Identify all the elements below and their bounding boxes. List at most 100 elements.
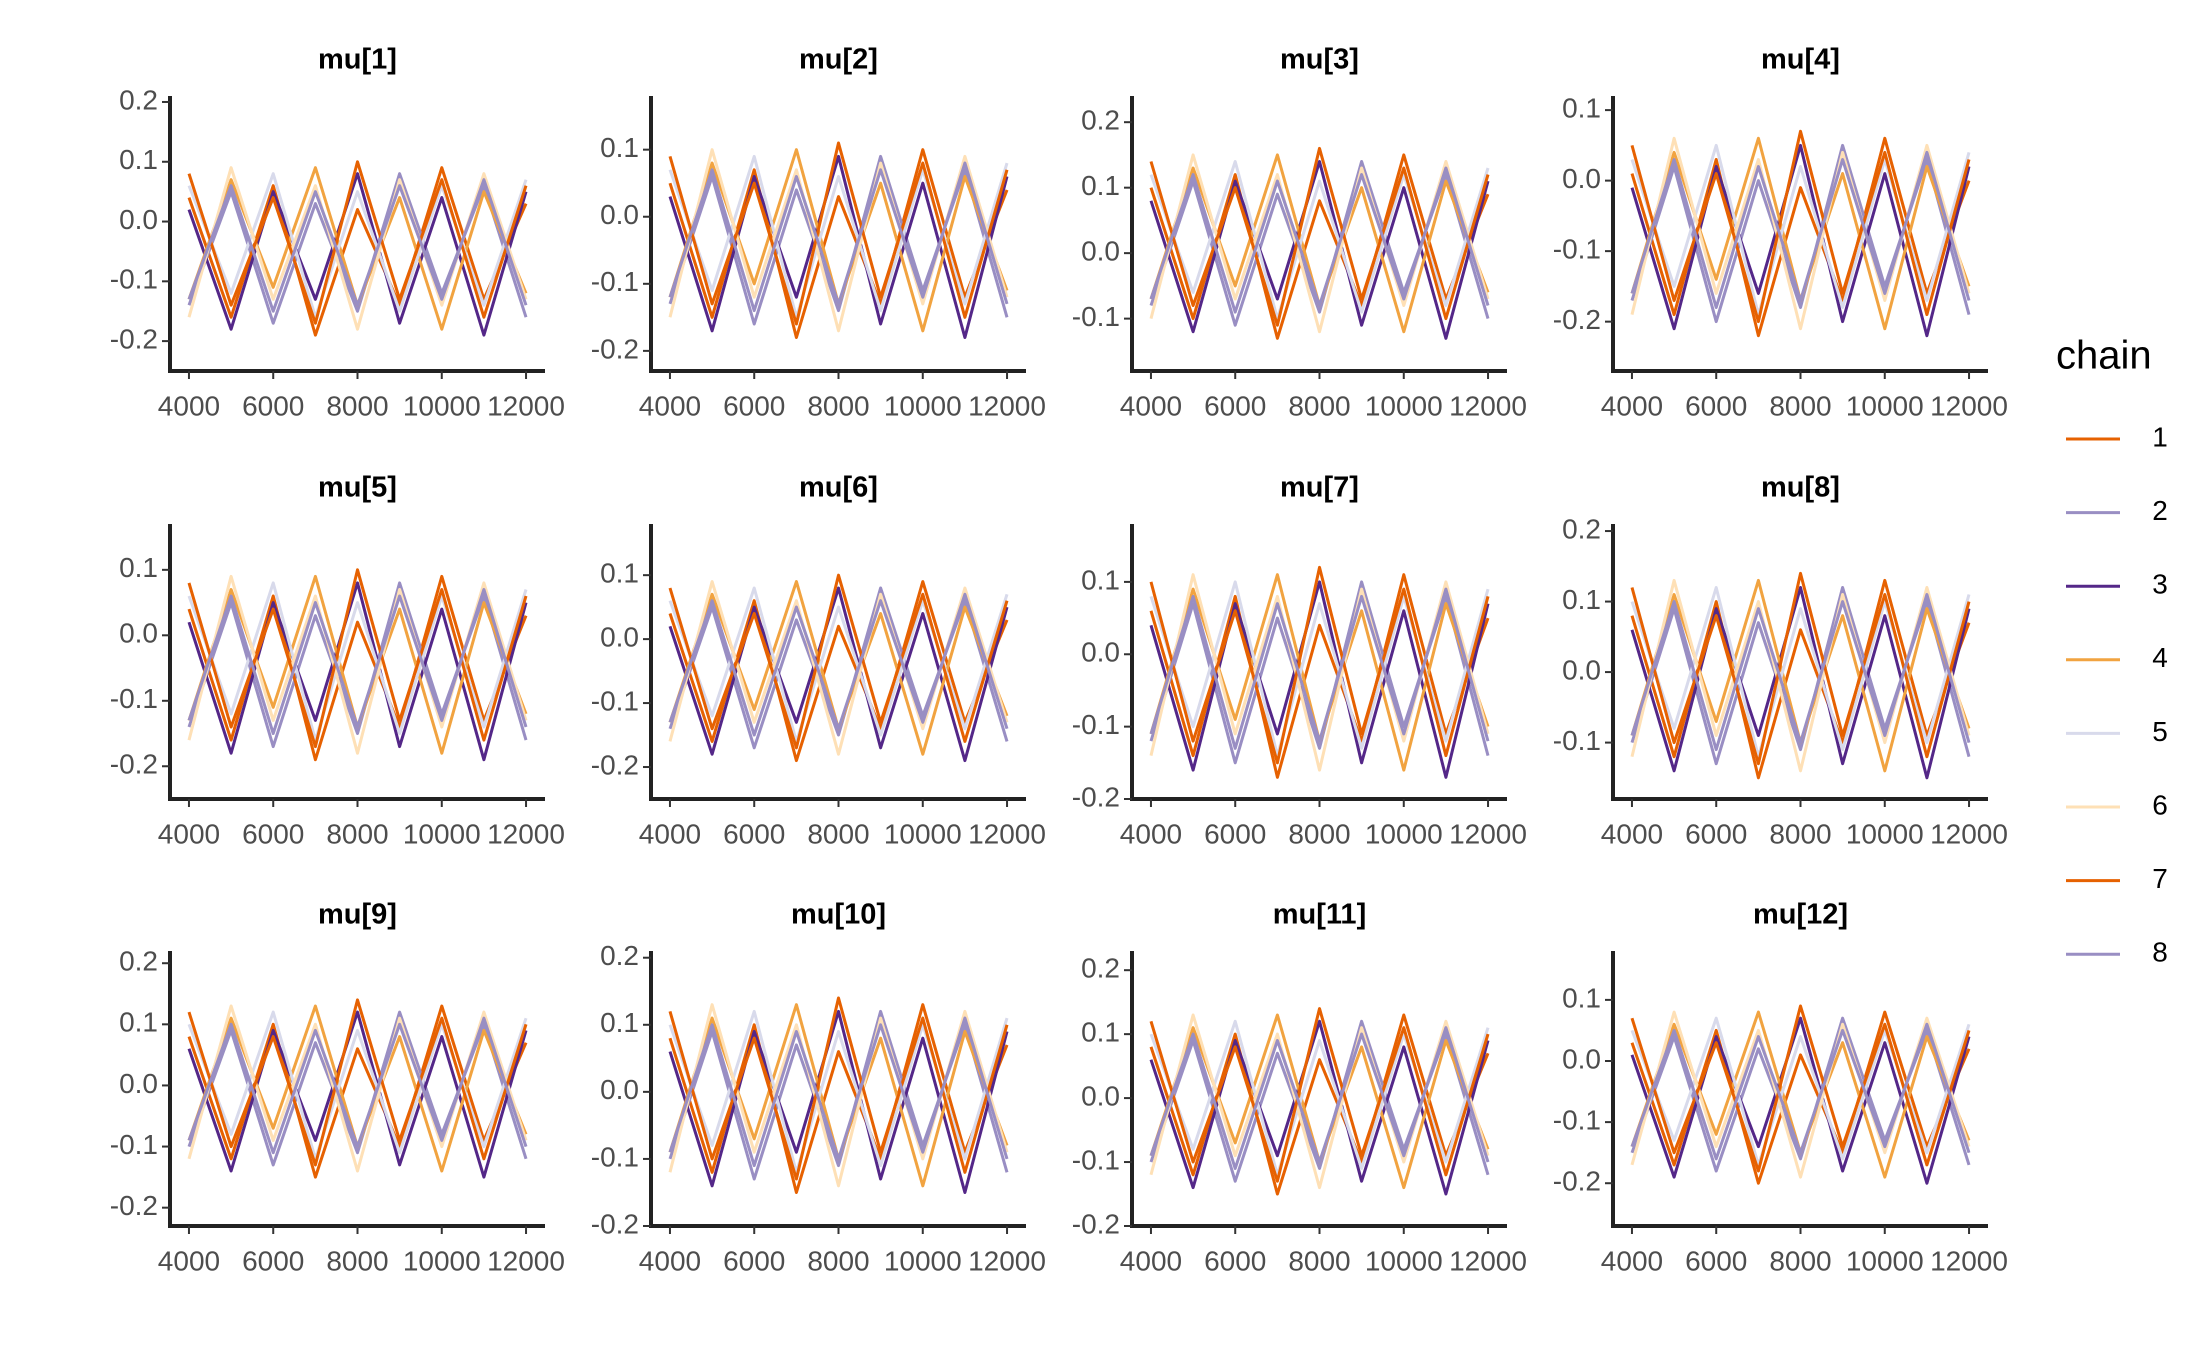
y-tick-label: -0.1 bbox=[591, 685, 639, 716]
trace-line bbox=[187, 581, 528, 762]
y-tick-label: -0.2 bbox=[1553, 304, 1601, 335]
x-tick-label: 6000 bbox=[1685, 390, 1747, 421]
trace-line bbox=[1149, 166, 1490, 314]
y-tick-label: 0.1 bbox=[119, 552, 158, 583]
panel-title: mu[7] bbox=[1280, 472, 1359, 504]
y-tick-label: 0.0 bbox=[600, 199, 639, 230]
x-tick-label: 8000 bbox=[807, 818, 869, 849]
trace-line bbox=[1630, 143, 1971, 317]
x-tick-label: 4000 bbox=[1120, 1245, 1182, 1276]
legend-label: 3 bbox=[2152, 569, 2168, 600]
panel-title: mu[8] bbox=[1761, 472, 1840, 504]
x-tick-label: 10000 bbox=[1365, 390, 1443, 421]
x-tick-label: 8000 bbox=[1288, 1245, 1350, 1276]
trace-line bbox=[187, 1010, 528, 1161]
x-tick-label: 8000 bbox=[1288, 390, 1350, 421]
trace-line bbox=[187, 172, 528, 319]
y-tick-label: -0.2 bbox=[591, 333, 639, 364]
y-tick-label: 0.0 bbox=[119, 1068, 158, 1099]
y-tick-label: 0.0 bbox=[600, 622, 639, 653]
y-tick-label: 0.0 bbox=[600, 1074, 639, 1105]
x-tick-label: 8000 bbox=[807, 390, 869, 421]
x-tick-label: 10000 bbox=[403, 1245, 481, 1276]
x-tick-label: 12000 bbox=[1449, 818, 1527, 849]
trace-line bbox=[187, 588, 528, 735]
y-tick-label: 0.0 bbox=[1081, 1080, 1120, 1111]
trace-line bbox=[668, 1009, 1009, 1174]
trace-line bbox=[187, 178, 528, 313]
trace-line bbox=[187, 172, 528, 337]
x-tick-label: 12000 bbox=[968, 818, 1046, 849]
y-tick-label: -0.2 bbox=[110, 1190, 158, 1221]
y-tick-label: 0.2 bbox=[600, 940, 639, 971]
x-tick-label: 10000 bbox=[884, 1245, 962, 1276]
y-tick-label: 0.1 bbox=[119, 1007, 158, 1038]
panel-title: mu[2] bbox=[799, 44, 878, 76]
trace-line bbox=[1630, 150, 1971, 309]
legend-label: 1 bbox=[2152, 421, 2168, 452]
x-tick-label: 4000 bbox=[1601, 818, 1663, 849]
y-tick-label: 0.1 bbox=[1081, 564, 1120, 595]
y-tick-label: 0.2 bbox=[119, 84, 158, 115]
trace-line bbox=[668, 161, 1009, 313]
y-tick-label: -0.1 bbox=[110, 264, 158, 295]
y-tick-label: -0.1 bbox=[1072, 1144, 1120, 1175]
x-tick-label: 10000 bbox=[1846, 390, 1924, 421]
y-tick-label: -0.1 bbox=[591, 266, 639, 297]
trace-line bbox=[1149, 580, 1490, 758]
y-tick-label: -0.1 bbox=[591, 1141, 639, 1172]
y-tick-label: -0.2 bbox=[1553, 1166, 1601, 1197]
x-tick-label: 12000 bbox=[487, 1245, 565, 1276]
x-tick-label: 4000 bbox=[158, 818, 220, 849]
trace-line bbox=[1630, 586, 1971, 780]
x-tick-label: 8000 bbox=[1288, 818, 1350, 849]
x-tick-label: 12000 bbox=[968, 1245, 1046, 1276]
trace-line bbox=[1630, 1022, 1971, 1161]
x-tick-label: 12000 bbox=[1930, 390, 2008, 421]
trace-line bbox=[1149, 160, 1490, 321]
y-tick-label: 0.1 bbox=[600, 1007, 639, 1038]
y-tick-label: -0.1 bbox=[1553, 1105, 1601, 1136]
trace-line bbox=[1149, 1026, 1490, 1170]
trace-line bbox=[187, 160, 528, 325]
x-tick-label: 6000 bbox=[242, 1245, 304, 1276]
x-tick-label: 6000 bbox=[1685, 818, 1747, 849]
x-tick-label: 4000 bbox=[639, 818, 701, 849]
y-tick-label: 0.1 bbox=[600, 132, 639, 163]
x-tick-label: 6000 bbox=[723, 818, 785, 849]
x-tick-label: 4000 bbox=[1601, 1245, 1663, 1276]
trace-line bbox=[1149, 587, 1490, 750]
x-tick-label: 4000 bbox=[1120, 818, 1182, 849]
x-tick-label: 6000 bbox=[1685, 1245, 1747, 1276]
y-tick-label: 0.1 bbox=[1562, 584, 1601, 615]
y-tick-label: -0.2 bbox=[1072, 1208, 1120, 1239]
y-tick-label: -0.2 bbox=[1072, 781, 1120, 812]
trace-line bbox=[1149, 160, 1490, 340]
trace-line bbox=[1149, 146, 1490, 327]
trace-line bbox=[187, 998, 528, 1167]
y-tick-label: 0.2 bbox=[1562, 513, 1601, 544]
legend-label: 7 bbox=[2152, 863, 2168, 894]
trace-line bbox=[668, 592, 1009, 737]
x-tick-label: 8000 bbox=[807, 1245, 869, 1276]
x-tick-label: 10000 bbox=[1365, 818, 1443, 849]
y-tick-label: -0.2 bbox=[110, 323, 158, 354]
y-tick-label: 0.0 bbox=[119, 204, 158, 235]
x-tick-label: 12000 bbox=[968, 390, 1046, 421]
trace-line bbox=[668, 586, 1009, 763]
x-tick-label: 6000 bbox=[242, 390, 304, 421]
legend-label: 2 bbox=[2152, 495, 2168, 526]
x-tick-label: 8000 bbox=[326, 390, 388, 421]
x-tick-label: 4000 bbox=[158, 390, 220, 421]
x-tick-label: 8000 bbox=[1769, 390, 1831, 421]
y-tick-label: -0.1 bbox=[1553, 234, 1601, 265]
legend-title: chain bbox=[2056, 334, 2152, 378]
panel-title: mu[3] bbox=[1280, 44, 1359, 76]
x-tick-label: 10000 bbox=[884, 818, 962, 849]
trace-line bbox=[187, 1010, 528, 1179]
x-tick-label: 10000 bbox=[1846, 1245, 1924, 1276]
y-tick-label: -0.1 bbox=[1072, 709, 1120, 740]
trace-line bbox=[668, 996, 1009, 1181]
y-tick-label: -0.1 bbox=[1553, 725, 1601, 756]
